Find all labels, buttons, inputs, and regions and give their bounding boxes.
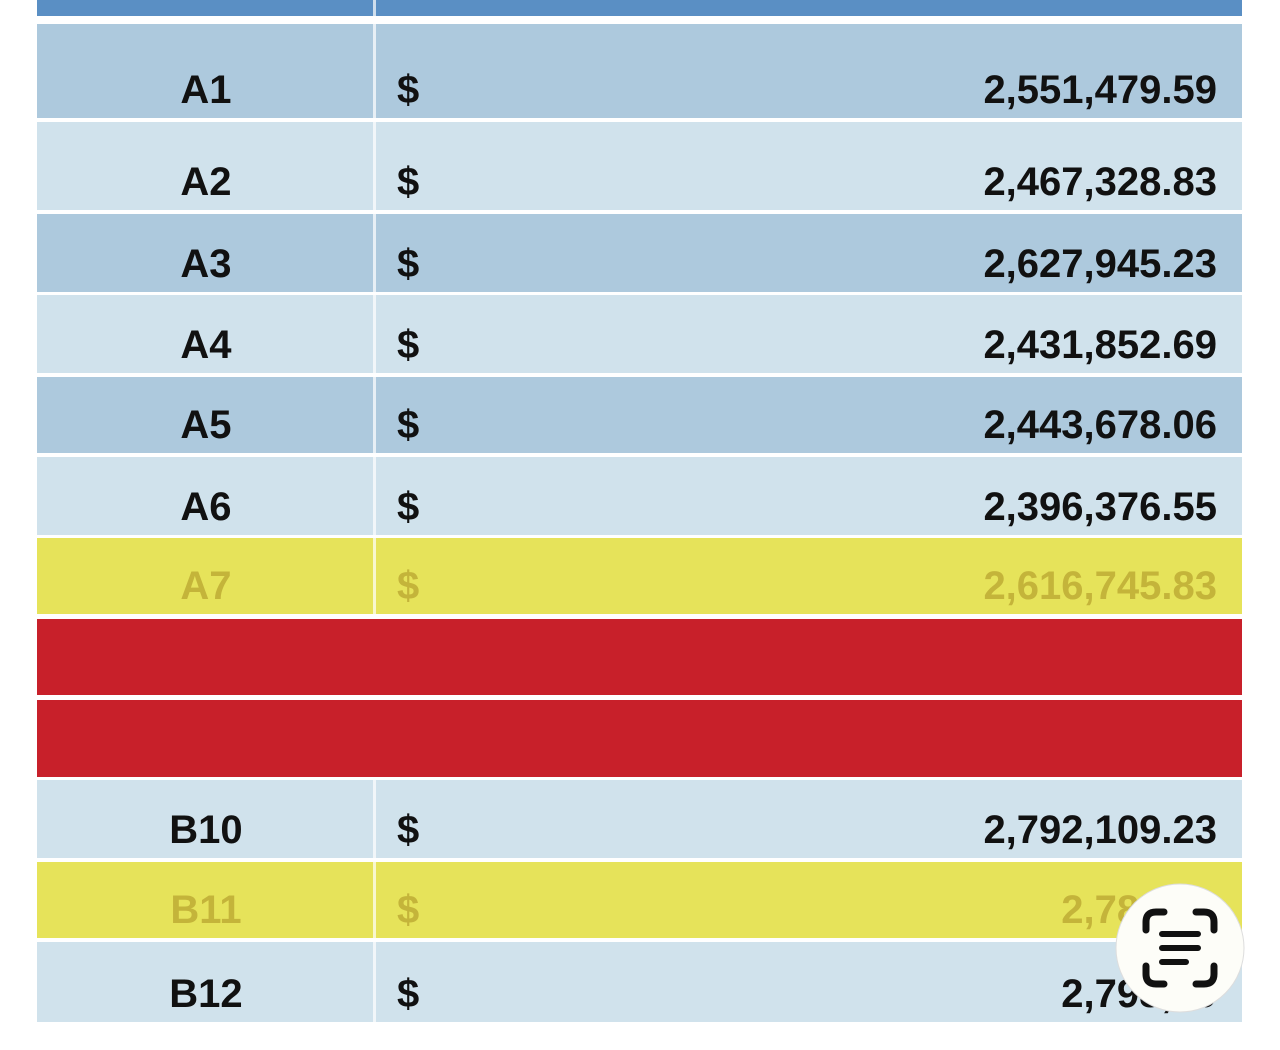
currency-symbol: $ <box>397 242 420 286</box>
divider <box>373 214 376 292</box>
row-label: A3 <box>180 242 232 286</box>
currency-symbol: $ <box>397 485 420 529</box>
cell: 2,443,678.06 <box>983 401 1217 449</box>
cell: 2,467,328.83 <box>983 158 1217 206</box>
row-label: A6 <box>180 485 232 529</box>
cell: 2,551,479.59 <box>983 66 1217 114</box>
amount: 2,616,745.83 <box>983 564 1217 608</box>
divider <box>373 780 376 858</box>
divider <box>373 377 376 453</box>
cell: $ <box>397 401 419 449</box>
red-row <box>37 619 1242 695</box>
currency-symbol: $ <box>397 68 420 112</box>
cell: $ <box>397 562 419 610</box>
cell: 2,616,745.83 <box>983 562 1217 610</box>
cell: $ <box>397 806 419 854</box>
amount: 2,467,328.83 <box>983 160 1217 204</box>
cell: $ <box>397 158 419 206</box>
table-row: A7 $2,616,745.83 <box>37 538 1242 614</box>
cell: A7 <box>37 562 375 610</box>
divider <box>373 942 376 1022</box>
currency-symbol: $ <box>397 564 420 608</box>
table-row: B12$2,798,89 <box>37 942 1242 1022</box>
amount: 2,627,945.23 <box>983 242 1217 286</box>
divider <box>373 24 376 118</box>
divider <box>373 457 376 535</box>
currency-symbol: $ <box>397 888 420 932</box>
header-strip <box>37 0 1242 16</box>
row-label: B12 <box>169 972 243 1016</box>
divider <box>373 0 376 16</box>
row-label: A4 <box>180 323 232 367</box>
cell: A5 <box>37 401 375 449</box>
currency-symbol: $ <box>397 403 420 447</box>
scan-text-button[interactable] <box>1110 878 1250 1018</box>
table-row: A4 $2,431,852.69 <box>37 295 1242 373</box>
table-row: A2 $2,467,328.83 <box>37 122 1242 210</box>
table-row: B10 $2,792,109.23 <box>37 780 1242 858</box>
row-label: A7 <box>180 564 232 608</box>
row-label: A2 <box>180 160 232 204</box>
cell: 2,396,376.55 <box>983 483 1217 531</box>
amount: 2,792,109.23 <box>983 808 1217 852</box>
divider <box>373 122 376 210</box>
cell: 2,792,109.23 <box>983 806 1217 854</box>
table-row: A1 $2,551,479.59 <box>37 24 1242 118</box>
currency-symbol: $ <box>397 972 420 1016</box>
table-row: B11$2,785,91 <box>37 862 1242 938</box>
cell: A3 <box>37 240 375 288</box>
currency-symbol: $ <box>397 323 420 367</box>
currency-symbol: $ <box>397 160 420 204</box>
red-row <box>37 700 1242 777</box>
amount: 2,551,479.59 <box>983 68 1217 112</box>
row-label: B10 <box>169 808 243 852</box>
row-label: B11 <box>170 888 242 932</box>
divider <box>373 295 376 373</box>
amount: 2,431,852.69 <box>983 323 1217 367</box>
currency-symbol: $ <box>397 808 420 852</box>
cell: 2,627,945.23 <box>983 240 1217 288</box>
cell: A2 <box>37 158 375 206</box>
cell: $ <box>397 970 419 1018</box>
cell: $ <box>397 66 419 114</box>
cell: A6 <box>37 483 375 531</box>
amount: 2,396,376.55 <box>983 485 1217 529</box>
cell: A1 <box>37 66 375 114</box>
cell: B11 <box>37 886 375 934</box>
cell: $ <box>397 240 419 288</box>
table-row: A5 $2,443,678.06 <box>37 377 1242 453</box>
row-label: A5 <box>180 403 232 447</box>
cell: B10 <box>37 806 375 854</box>
table-row: A6 $2,396,376.55 <box>37 457 1242 535</box>
row-label: A1 <box>180 68 232 112</box>
cell: 2,431,852.69 <box>983 321 1217 369</box>
cell: B12 <box>37 970 375 1018</box>
divider <box>373 862 376 938</box>
divider <box>373 538 376 614</box>
table-row: A3 $2,627,945.23 <box>37 214 1242 292</box>
cell: $ <box>397 886 419 934</box>
cell: $ <box>397 321 419 369</box>
cell: $ <box>397 483 419 531</box>
amount: 2,443,678.06 <box>983 403 1217 447</box>
cell: A4 <box>37 321 375 369</box>
